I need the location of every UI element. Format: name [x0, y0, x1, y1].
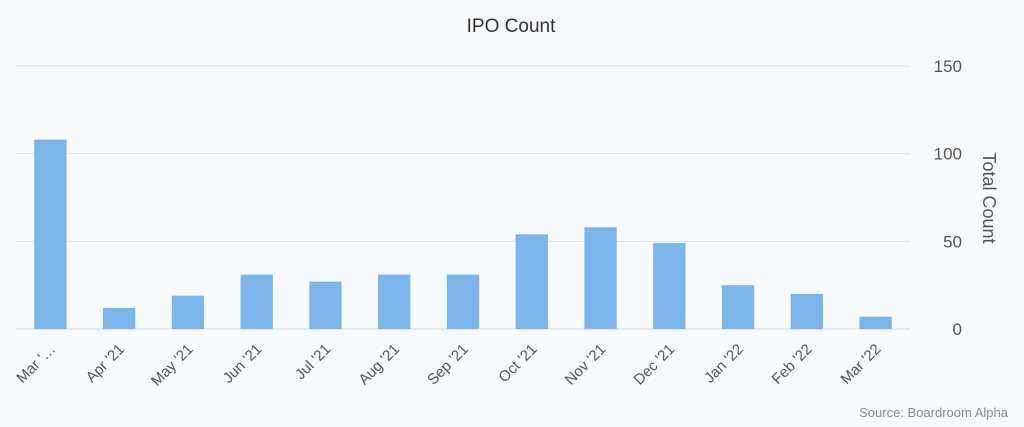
x-tick-label: Sep '21 — [424, 341, 472, 389]
bar — [171, 295, 205, 329]
x-tick-label: Mar '… — [13, 341, 59, 387]
bar — [721, 285, 755, 329]
x-tick-label: May '21 — [148, 341, 197, 390]
y-tick-label: 150 — [934, 57, 962, 76]
x-tick-label: Oct '21 — [495, 341, 540, 386]
x-axis-ticks: Mar '… Apr '21 May '21 Jun '21 Jul '21 Aug '2… — [13, 341, 884, 390]
bar — [653, 243, 686, 329]
chart-title: IPO Count — [467, 16, 556, 37]
x-tick-label: Jan '22 — [701, 341, 747, 387]
x-tick-label: Jun '21 — [220, 341, 266, 387]
x-tick-label: Mar '22 — [837, 341, 884, 388]
bars — [34, 139, 892, 329]
x-tick-label: Nov '21 — [562, 341, 610, 389]
bar — [859, 316, 892, 329]
y-tick-label: 100 — [934, 145, 962, 164]
bar — [102, 307, 136, 329]
x-tick-label: Feb '22 — [769, 341, 816, 388]
bar — [309, 281, 342, 329]
bar — [378, 274, 411, 329]
y-tick-label: 0 — [953, 320, 962, 339]
y-axis-label: Total Count — [979, 152, 999, 243]
source-credit: Source: Boardroom Alpha — [859, 405, 1009, 420]
bar — [240, 274, 273, 329]
x-tick-label: Apr '21 — [83, 341, 128, 386]
y-axis-ticks: 0 50 100 150 — [934, 57, 962, 339]
x-tick-label: Dec '21 — [630, 341, 678, 389]
y-tick-label: 50 — [943, 232, 962, 251]
bar — [584, 227, 617, 329]
bar — [790, 293, 824, 329]
bar — [34, 139, 67, 329]
x-tick-label: Aug '21 — [355, 341, 403, 389]
x-tick-label: Jul '21 — [292, 341, 334, 383]
bar — [515, 234, 548, 329]
bar — [446, 274, 480, 329]
